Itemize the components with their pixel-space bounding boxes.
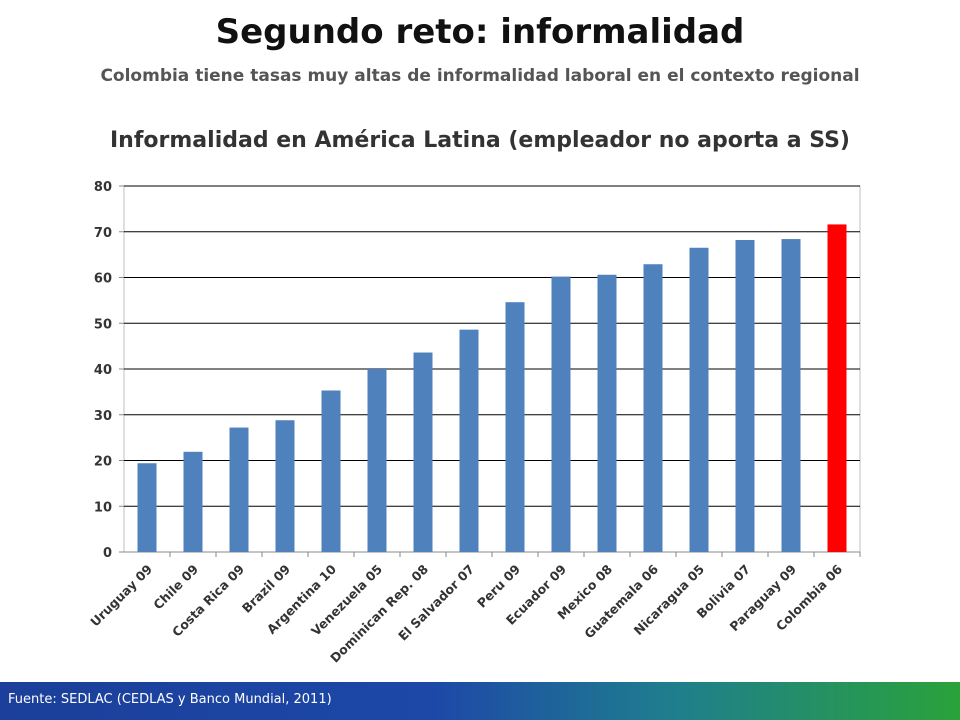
bar bbox=[367, 369, 387, 552]
y-tick-label: 0 bbox=[103, 546, 112, 561]
y-tick-label: 80 bbox=[94, 180, 112, 195]
slide-subtitle: Colombia tiene tasas muy altas de inform… bbox=[100, 66, 860, 86]
bar bbox=[689, 247, 709, 552]
bar bbox=[275, 420, 295, 552]
bar bbox=[781, 239, 801, 552]
bar bbox=[183, 451, 203, 552]
bar bbox=[321, 390, 341, 552]
y-tick-label: 70 bbox=[94, 226, 112, 241]
y-tick-label: 10 bbox=[94, 500, 112, 515]
bar bbox=[413, 352, 433, 552]
bar bbox=[137, 463, 157, 552]
x-tick-label: Uruguay 09 bbox=[87, 562, 155, 630]
y-tick-label: 40 bbox=[94, 363, 112, 378]
footer-bar: Fuente: SEDLAC (CEDLAS y Banco Mundial, … bbox=[0, 682, 960, 720]
bar bbox=[505, 302, 525, 552]
bar bbox=[459, 329, 479, 552]
chart-title: Informalidad en América Latina (empleado… bbox=[110, 128, 850, 153]
y-tick-label: 20 bbox=[94, 455, 112, 470]
slide-title: Segundo reto: informalidad bbox=[215, 12, 745, 52]
y-tick-label: 50 bbox=[94, 317, 112, 332]
source-note: Fuente: SEDLAC (CEDLAS y Banco Mundial, … bbox=[8, 692, 332, 707]
bar bbox=[643, 264, 663, 552]
bar bbox=[229, 427, 249, 552]
bar bbox=[735, 239, 755, 553]
bar bbox=[597, 274, 617, 552]
y-tick-label: 30 bbox=[94, 409, 112, 424]
bar bbox=[551, 276, 571, 552]
y-tick-label: 60 bbox=[94, 272, 112, 287]
bar bbox=[827, 224, 847, 552]
